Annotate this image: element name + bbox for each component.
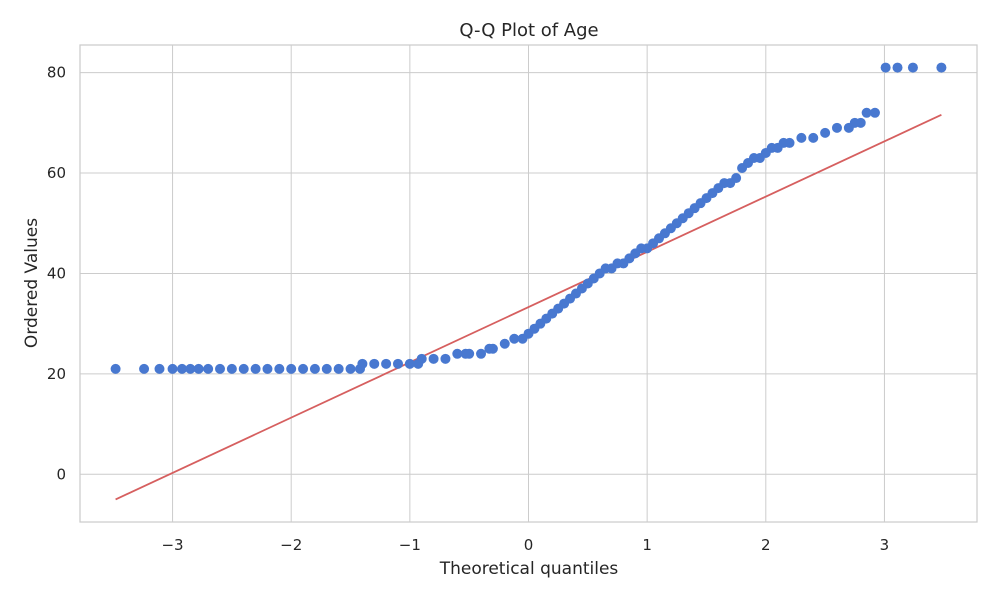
y-tick-label: 80 [47, 64, 66, 82]
data-point [167, 363, 178, 374]
plot-frame [79, 44, 978, 523]
data-point [476, 348, 487, 359]
fit-line [115, 113, 942, 501]
y-tick-labels: 0 20 40 60 80 [47, 64, 66, 484]
data-point [238, 363, 249, 374]
data-point [226, 363, 237, 374]
data-point [262, 363, 273, 374]
data-point [321, 363, 332, 374]
data-point [440, 353, 451, 364]
data-point [892, 62, 903, 73]
data-point [509, 333, 520, 344]
data-point [185, 363, 196, 374]
data-point [831, 122, 842, 133]
data-point [177, 363, 188, 374]
y-tick-label: 40 [47, 264, 66, 282]
data-point [274, 363, 285, 374]
data-point [309, 363, 320, 374]
data-point [203, 363, 214, 374]
data-point [487, 343, 498, 354]
y-tick-label: 0 [56, 465, 66, 483]
x-tick-label: 0 [524, 536, 534, 554]
data-point [286, 363, 297, 374]
data-point [861, 107, 872, 118]
data-point [499, 338, 510, 349]
data-point [464, 348, 475, 359]
data-point [855, 117, 866, 128]
x-tick-label: 2 [761, 536, 771, 554]
data-point [452, 348, 463, 359]
chart-title: Q-Q Plot of Age [459, 20, 598, 41]
x-tick-label: −1 [399, 536, 421, 554]
data-point [139, 363, 150, 374]
x-tick-labels: −3 −2 −1 0 1 2 3 [161, 536, 889, 554]
data-point [154, 363, 165, 374]
data-point [936, 62, 947, 73]
data-point [404, 358, 415, 369]
data-point [796, 132, 807, 143]
fit-line-group [115, 113, 942, 501]
data-point [392, 358, 403, 369]
data-point [907, 62, 918, 73]
data-point [869, 107, 880, 118]
y-tick-label: 20 [47, 365, 66, 383]
x-tick-label: −3 [161, 536, 183, 554]
data-point [193, 363, 204, 374]
y-tick-label: 60 [47, 164, 66, 182]
data-point [345, 363, 356, 374]
x-tick-label: −2 [280, 536, 302, 554]
data-point [250, 363, 261, 374]
data-point [416, 353, 427, 364]
x-axis-label: Theoretical quantiles [439, 559, 619, 579]
data-point [880, 62, 891, 73]
y-axis-label: Ordered Values [22, 218, 42, 348]
data-point [298, 363, 309, 374]
data-point [820, 127, 831, 138]
data-point [215, 363, 226, 374]
data-point [428, 353, 439, 364]
data-point [369, 358, 380, 369]
data-point [357, 358, 368, 369]
data-points [110, 62, 947, 374]
grid-lines [80, 45, 977, 522]
x-tick-label: 3 [880, 536, 890, 554]
data-point [110, 363, 121, 374]
data-point [381, 358, 392, 369]
x-tick-label: 1 [642, 536, 652, 554]
data-point [808, 132, 819, 143]
data-point [731, 173, 742, 184]
data-point [784, 137, 795, 148]
data-point [333, 363, 344, 374]
